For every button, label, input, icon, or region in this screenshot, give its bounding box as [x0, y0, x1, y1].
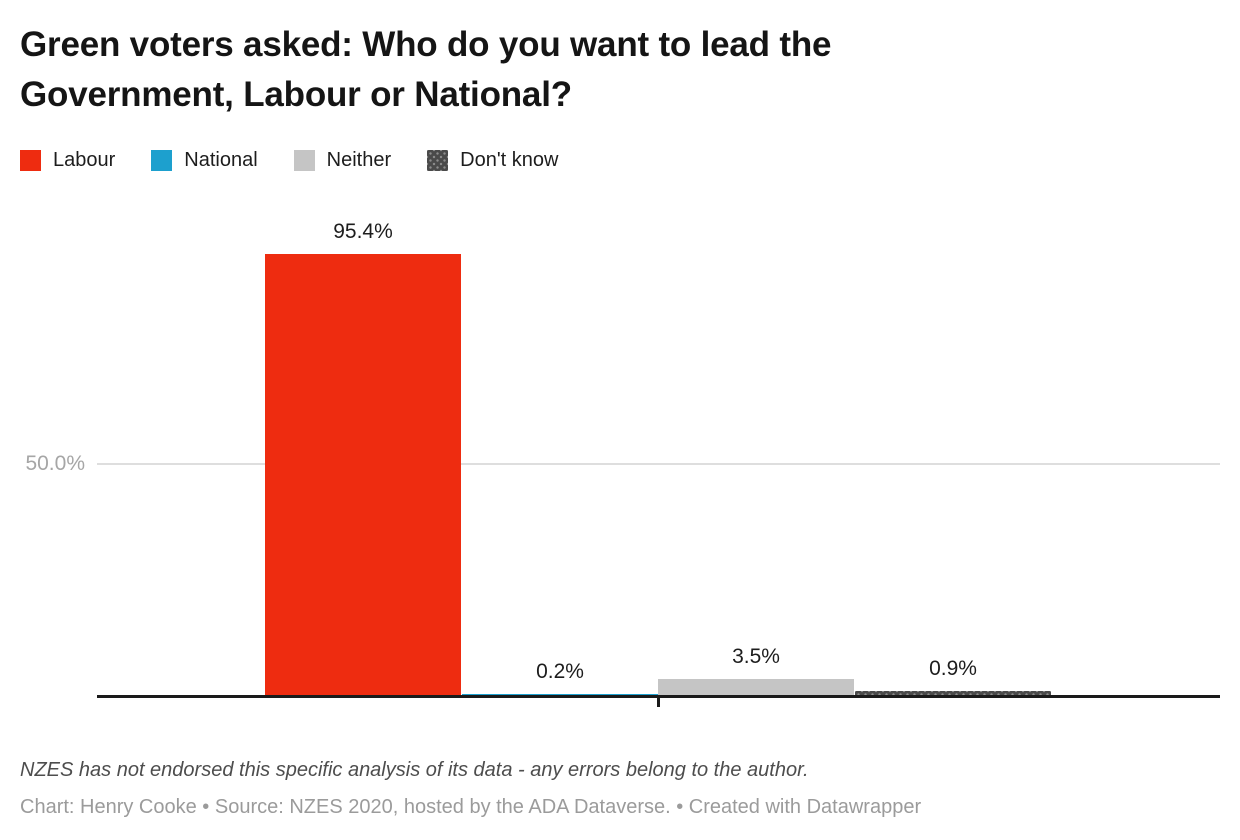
gridline-50pct — [97, 463, 1220, 465]
x-axis-tick — [657, 695, 660, 707]
legend-swatch-icon — [151, 149, 173, 171]
chart-legend: Labour National Neither Don't know — [20, 149, 1220, 171]
legend-label: Neither — [326, 148, 392, 171]
disclaimer-note: NZES has not endorsed this specific anal… — [20, 759, 809, 781]
legend-item-labour: Labour — [20, 149, 115, 172]
y-axis-tick-label: 50.0% — [25, 452, 85, 475]
legend-swatch-icon — [20, 149, 41, 171]
plot-area: 50.0% 95.4% 0.2% 3.5% 0.9% — [20, 195, 1220, 715]
value-label-don-t-know: 0.9% — [929, 657, 977, 680]
bar-don-t-know[interactable] — [855, 691, 1051, 695]
byline-source-credit: Chart: Henry Cooke • Source: NZES 2020, … — [20, 796, 922, 818]
legend-label: Labour — [53, 148, 116, 171]
legend-item-neither: Neither — [293, 148, 392, 172]
value-label-neither: 3.5% — [732, 645, 780, 668]
value-label-national: 0.2% — [536, 660, 584, 683]
value-label-labour: 95.4% — [333, 220, 393, 243]
legend-item-don-t-know: Don't know — [427, 149, 558, 172]
chart-footer: NZES has not endorsed this specific anal… — [20, 757, 1220, 820]
bar-national[interactable] — [462, 694, 658, 695]
legend-label: Don't know — [460, 148, 559, 171]
legend-item-national: National — [151, 148, 258, 172]
legend-swatch-icon — [293, 149, 315, 171]
bar-labour[interactable] — [265, 254, 461, 695]
chart-title: Green voters asked: Who do you want to l… — [20, 25, 832, 114]
legend-swatch-icon — [427, 149, 449, 171]
legend-label: National — [184, 148, 258, 171]
bar-neither[interactable] — [658, 679, 854, 695]
